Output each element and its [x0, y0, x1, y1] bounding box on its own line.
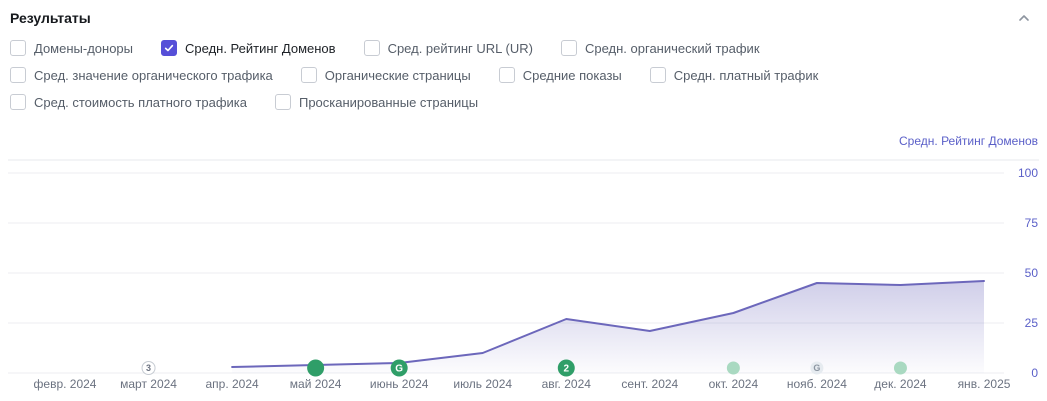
metric-label: Средние показы [522, 67, 622, 83]
x-tick-label: июль 2024 [453, 377, 512, 391]
metric-checkbox[interactable]: Просканированные страницы [274, 94, 479, 110]
metric-checkbox[interactable]: Средн. Рейтинг Доменов [161, 40, 336, 56]
checkbox-unchecked-icon[interactable] [10, 67, 26, 83]
event-marker-circle[interactable] [557, 359, 575, 377]
metric-label: Просканированные страницы [298, 94, 479, 110]
x-tick-label: окт. 2024 [709, 377, 759, 391]
collapse-chevron-up-icon[interactable] [1017, 11, 1031, 25]
series-line[interactable] [231, 280, 985, 368]
filter-row: Сред. стоимость платного трафика Проскани… [10, 94, 1047, 110]
y-tick-label: 50 [1025, 266, 1039, 280]
checkbox-unchecked-icon[interactable] [300, 67, 317, 83]
event-marker-circle[interactable] [893, 361, 907, 375]
event-marker[interactable] [893, 361, 907, 375]
event-marker-text: 3 [146, 363, 151, 373]
event-marker-circle[interactable] [726, 361, 740, 375]
x-tick-label: февр. 2024 [34, 377, 97, 391]
event-marker-circle[interactable] [307, 359, 325, 377]
x-tick-label: май 2024 [290, 377, 342, 391]
checkbox-unchecked-icon[interactable] [10, 40, 26, 56]
metric-label: Домены-доноры [34, 40, 133, 56]
event-marker-text: G [813, 363, 820, 373]
checkbox-unchecked-icon[interactable] [10, 94, 26, 110]
metric-label: Средн. платный трафик [673, 67, 819, 83]
metric-label: Средн. органический трафик [584, 40, 760, 56]
chart-legend-label: Средн. Рейтинг Доменов [899, 134, 1038, 148]
metric-checkbox[interactable]: Средн. органический трафик [560, 40, 760, 56]
event-marker-circle[interactable] [810, 361, 824, 375]
y-tick-label: 0 [1031, 366, 1038, 380]
event-marker[interactable] [726, 361, 740, 375]
metric-checkbox[interactable]: Сред. стоимость платного трафика [10, 94, 247, 110]
chart-svg: Средн. Рейтинг Доменов 100 75 50 25 0 февр. 20… [8, 134, 1039, 391]
checkbox-unchecked-icon[interactable] [498, 67, 515, 83]
metric-checkbox[interactable]: Средн. платный трафик [649, 67, 819, 83]
checkbox-unchecked-icon[interactable] [363, 40, 380, 56]
x-tick-label: авг. 2024 [542, 377, 592, 391]
event-marker[interactable]: 2 [557, 359, 575, 377]
x-tick-label: апр. 2024 [205, 377, 259, 391]
event-marker-circle[interactable] [141, 361, 156, 375]
y-tick-label: 75 [1025, 216, 1039, 230]
event-marker-text: 2 [563, 364, 569, 375]
metric-label: Сред. стоимость платного трафика [34, 94, 247, 110]
metric-checkbox[interactable]: Сред. рейтинг URL (UR) [363, 40, 533, 56]
panel-title: Результаты [10, 10, 91, 26]
event-marker-circle[interactable] [390, 359, 408, 377]
checkbox-unchecked-icon[interactable] [560, 40, 577, 56]
metric-label: Сред. значение органического трафика [34, 67, 273, 83]
event-marker[interactable]: 3 [141, 361, 156, 375]
x-tick-label: июнь 2024 [370, 377, 429, 391]
x-tick-label: янв. 2025 [958, 377, 1011, 391]
x-tick-label: сент. 2024 [621, 377, 678, 391]
metric-checkbox[interactable]: Домены-доноры [10, 40, 133, 56]
metric-label: Органические страницы [324, 67, 471, 83]
checkbox-checked-icon[interactable] [161, 40, 177, 56]
metric-filters: Домены-доноры Средн. Рейтинг Доменов Сред.… [0, 26, 1047, 110]
checkbox-unchecked-icon[interactable] [274, 94, 291, 110]
checkbox-unchecked-icon[interactable] [649, 67, 666, 83]
x-tick-label: март 2024 [120, 377, 177, 391]
metric-checkbox[interactable]: Органические страницы [300, 67, 471, 83]
y-tick-label: 100 [1018, 166, 1038, 180]
y-tick-label: 25 [1025, 316, 1039, 330]
panel-header: Результаты [0, 0, 1047, 26]
metric-checkbox[interactable]: Сред. значение органического трафика [10, 67, 273, 83]
metric-checkbox[interactable]: Средние показы [498, 67, 622, 83]
chart-area: Средн. Рейтинг Доменов 100 75 50 25 0 февр. 20… [0, 130, 1047, 401]
x-tick-label: дек. 2024 [874, 377, 927, 391]
x-tick-label: нояб. 2024 [787, 377, 847, 391]
filter-row: Домены-доноры Средн. Рейтинг Доменов Сред.… [10, 40, 1047, 56]
event-marker[interactable]: G [390, 359, 408, 377]
event-marker[interactable] [307, 359, 325, 377]
metric-label: Сред. рейтинг URL (UR) [387, 40, 533, 56]
metric-label: Средн. Рейтинг Доменов [185, 40, 336, 56]
series-area [232, 281, 985, 373]
event-marker-text: G [395, 364, 403, 375]
event-marker[interactable]: G [810, 361, 824, 375]
filter-row: Сред. значение органического трафика Орга… [10, 67, 1047, 83]
